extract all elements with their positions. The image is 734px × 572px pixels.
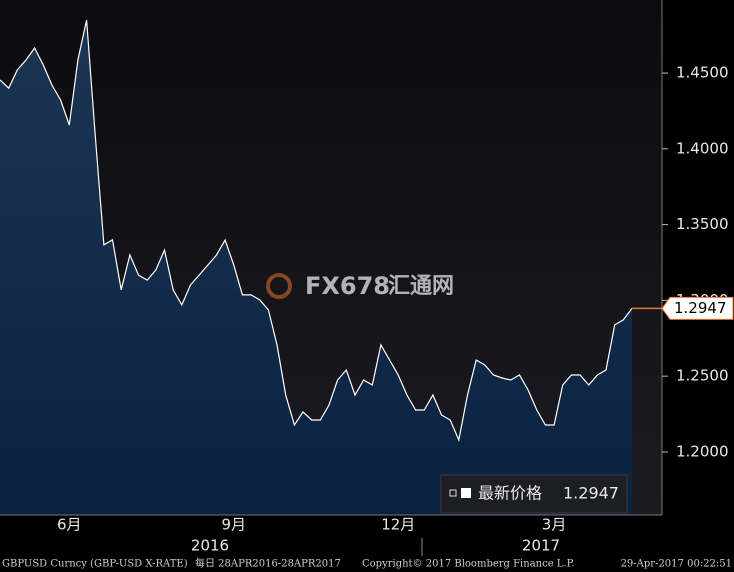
area	[0, 20, 632, 515]
last-price-box	[661, 296, 734, 320]
legend-box	[440, 474, 628, 514]
legend-value: 1.2947	[563, 484, 619, 503]
y-tick-label: 1.2000	[676, 442, 729, 460]
x-tick-label: 12月	[381, 516, 415, 534]
footer-source: GBPUSD Curncy (GBP-USD X-RATE)	[2, 559, 188, 570]
y-tick-label: 1.2500	[676, 367, 729, 385]
x-tick-label: 3月	[542, 516, 567, 534]
y-tick-label: 1.4500	[676, 64, 729, 82]
year-label: 2017	[522, 537, 560, 555]
footer-timestamp: 29-Apr-2017 00:22:51	[621, 559, 732, 570]
last-price-label: 1.2947	[674, 299, 727, 317]
x-tick-label: 6月	[57, 516, 82, 534]
x-tick-label: 9月	[221, 516, 246, 534]
legend: 最新价格 1.2947	[440, 474, 628, 514]
legend-label: 最新价格	[478, 484, 542, 503]
y-tick-label: 1.3500	[676, 215, 729, 233]
watermark-logo	[266, 273, 292, 299]
footer-period: 每日 28APR2016-28APR2017	[195, 557, 341, 570]
footer-copyright: Copyright© 2017 Bloomberg Finance L.P.	[362, 559, 575, 570]
year-label: 2016	[191, 537, 229, 555]
watermark-brand: FX678	[305, 272, 390, 300]
legend-swatch	[461, 488, 471, 498]
line	[0, 19, 633, 443]
y-tick-label: 1.4000	[676, 139, 729, 157]
watermark-name: 汇通网	[388, 274, 454, 299]
legend-icon	[449, 489, 457, 497]
